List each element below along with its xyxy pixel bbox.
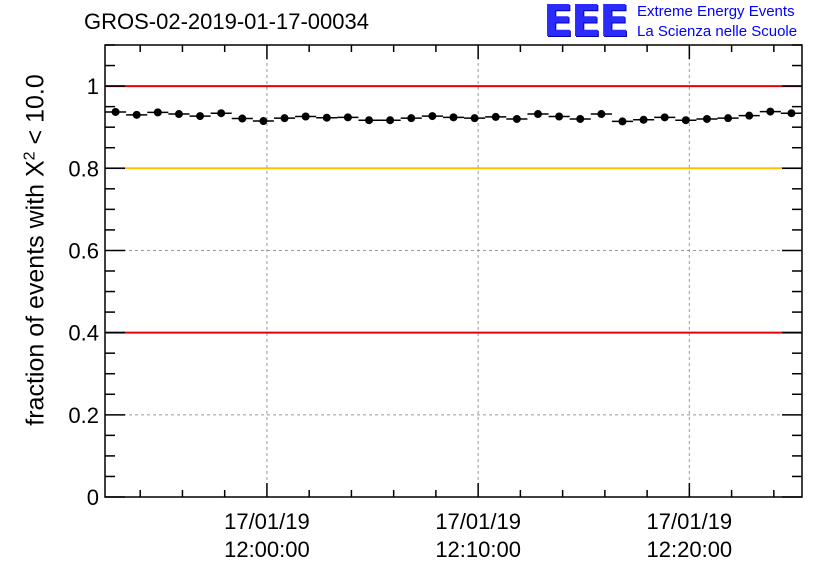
data-point — [639, 115, 648, 124]
y-tick-label: 1 — [87, 74, 99, 99]
data-point — [280, 114, 289, 123]
x-tick-label-time: 12:00:00 — [224, 537, 310, 562]
y-axis-label-suffix: < 10.0 — [21, 74, 50, 152]
data-point — [301, 112, 310, 121]
x-tick-label-time: 12:20:00 — [647, 537, 733, 562]
eee-logo: EEE — [543, 0, 629, 47]
y-tick-label: 0 — [87, 485, 99, 510]
data-point — [702, 114, 711, 123]
data-point — [745, 111, 754, 120]
data-point — [533, 110, 542, 119]
x-tick-label-date: 17/01/19 — [647, 509, 733, 534]
y-axis-label: fraction of events with X2 < 10.0 — [21, 74, 50, 425]
data-point — [238, 114, 247, 123]
y-axis-label-sup: 2 — [21, 151, 39, 161]
logo-tagline-2: La Scienza nelle Scuole — [637, 23, 798, 40]
data-point — [322, 113, 331, 122]
data-point — [512, 114, 521, 123]
data-point — [766, 107, 775, 116]
y-tick-label: 0.4 — [68, 321, 99, 346]
run-title: GROS-02-2019-01-17-00034 — [84, 9, 369, 34]
data-point — [576, 114, 585, 123]
data-point — [132, 110, 141, 119]
data-point — [618, 117, 627, 126]
data-point — [724, 114, 733, 123]
x-tick-label-date: 17/01/19 — [224, 509, 310, 534]
data-point — [153, 108, 162, 117]
data-point — [259, 117, 268, 126]
data-point — [196, 112, 205, 121]
data-point — [174, 110, 183, 119]
data-point — [449, 113, 458, 122]
data-point — [555, 112, 564, 121]
data-point — [386, 116, 395, 125]
y-tick-label: 0.6 — [68, 238, 99, 263]
data-point — [787, 109, 796, 118]
data-point — [681, 116, 690, 125]
data-point — [343, 113, 352, 122]
data-point — [660, 113, 669, 122]
tick-labels: 0 0.2 0.4 0.6 0.8 1 17/01/19 12:00:00 17/01/19 12… — [68, 74, 732, 562]
axis-ticks — [105, 44, 802, 498]
data-points — [105, 107, 802, 126]
y-axis-label-prefix: fraction of events with X — [21, 160, 50, 426]
data-point — [365, 116, 374, 125]
data-point — [217, 109, 226, 118]
data-point — [407, 114, 416, 123]
grid-lines — [105, 45, 802, 497]
plot-frame — [104, 44, 803, 498]
x-tick-label-date: 17/01/19 — [435, 509, 521, 534]
data-point — [111, 107, 120, 116]
data-point — [470, 114, 479, 123]
y-tick-label: 0.8 — [68, 156, 99, 181]
y-tick-label: 0.2 — [68, 403, 99, 428]
data-point — [491, 112, 500, 121]
data-point — [597, 110, 606, 119]
x-tick-label-time: 12:10:00 — [435, 537, 521, 562]
reference-lines — [106, 85, 801, 334]
logo-tagline-1: Extreme Energy Events — [637, 3, 795, 20]
data-point — [428, 112, 437, 121]
